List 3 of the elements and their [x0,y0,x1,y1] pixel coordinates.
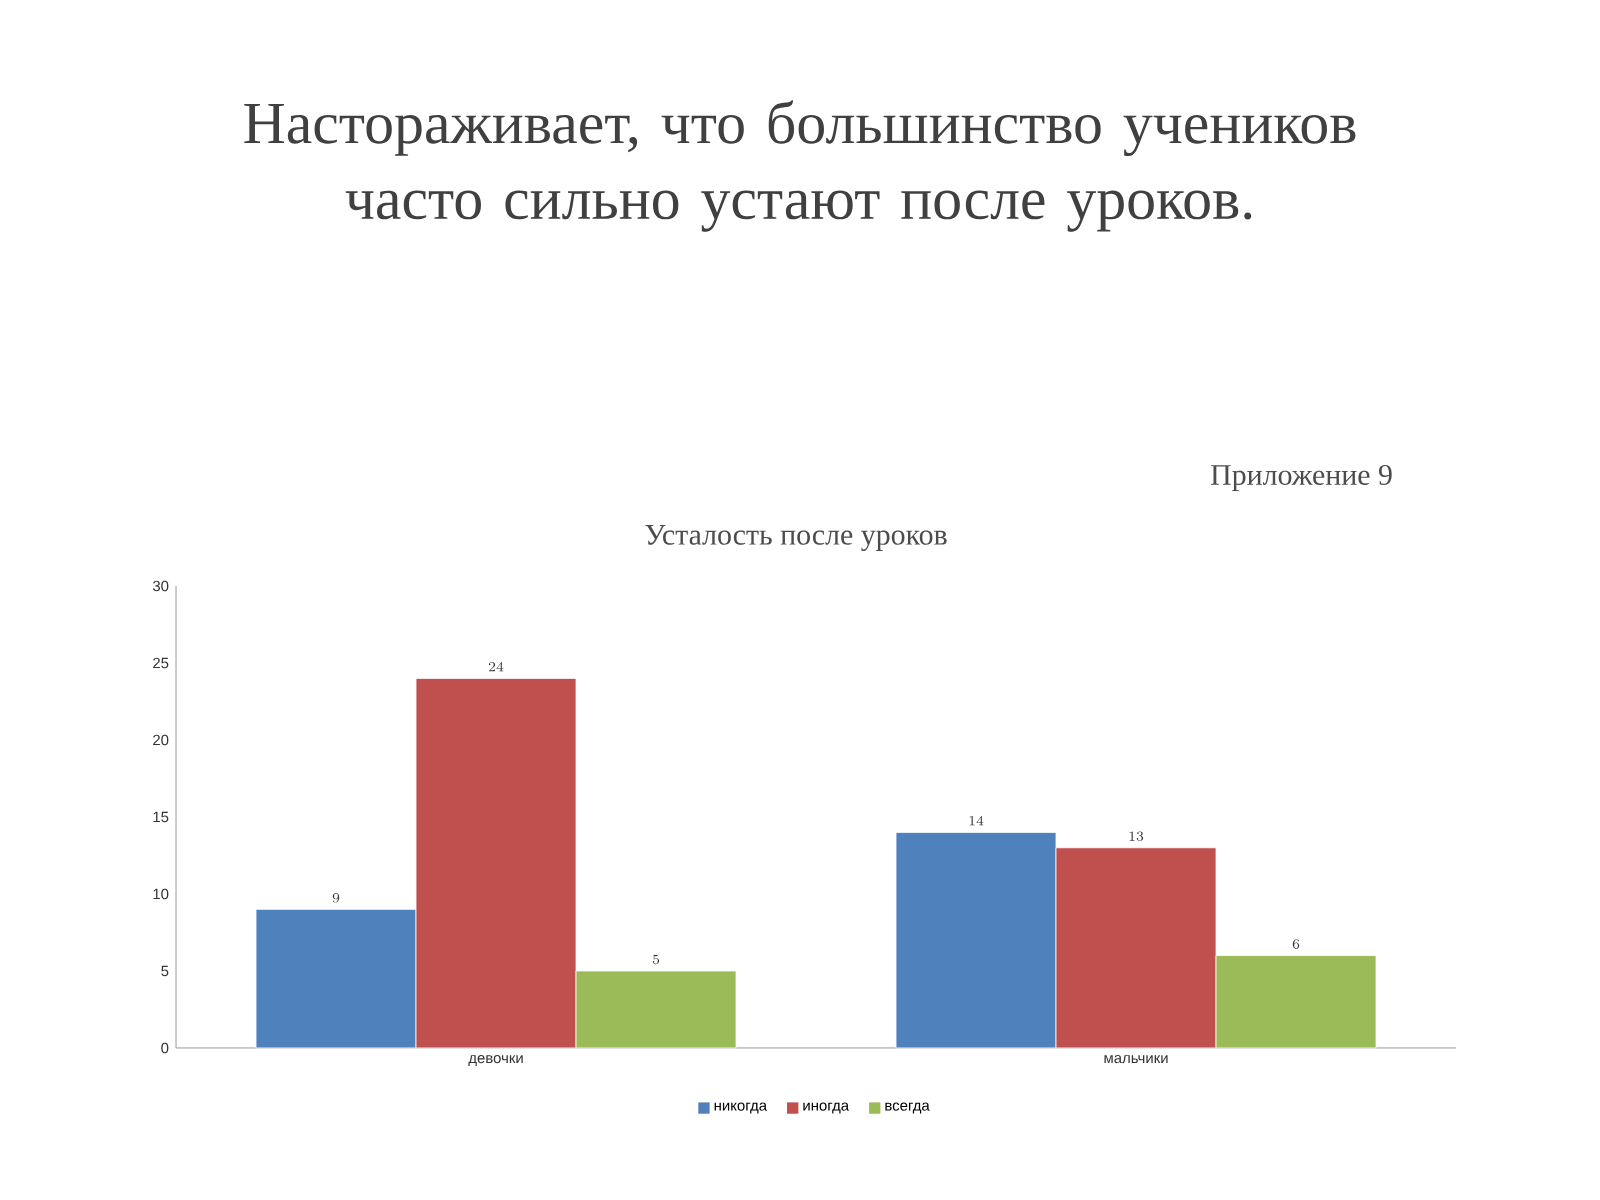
chart-title: Настораживает, что большинство учеников часто сильно устают после уроков. [244,100,1356,232]
text: Приложение 9 [1211,464,1392,492]
chart-subtitle: Усталость после уроков [645,524,947,551]
